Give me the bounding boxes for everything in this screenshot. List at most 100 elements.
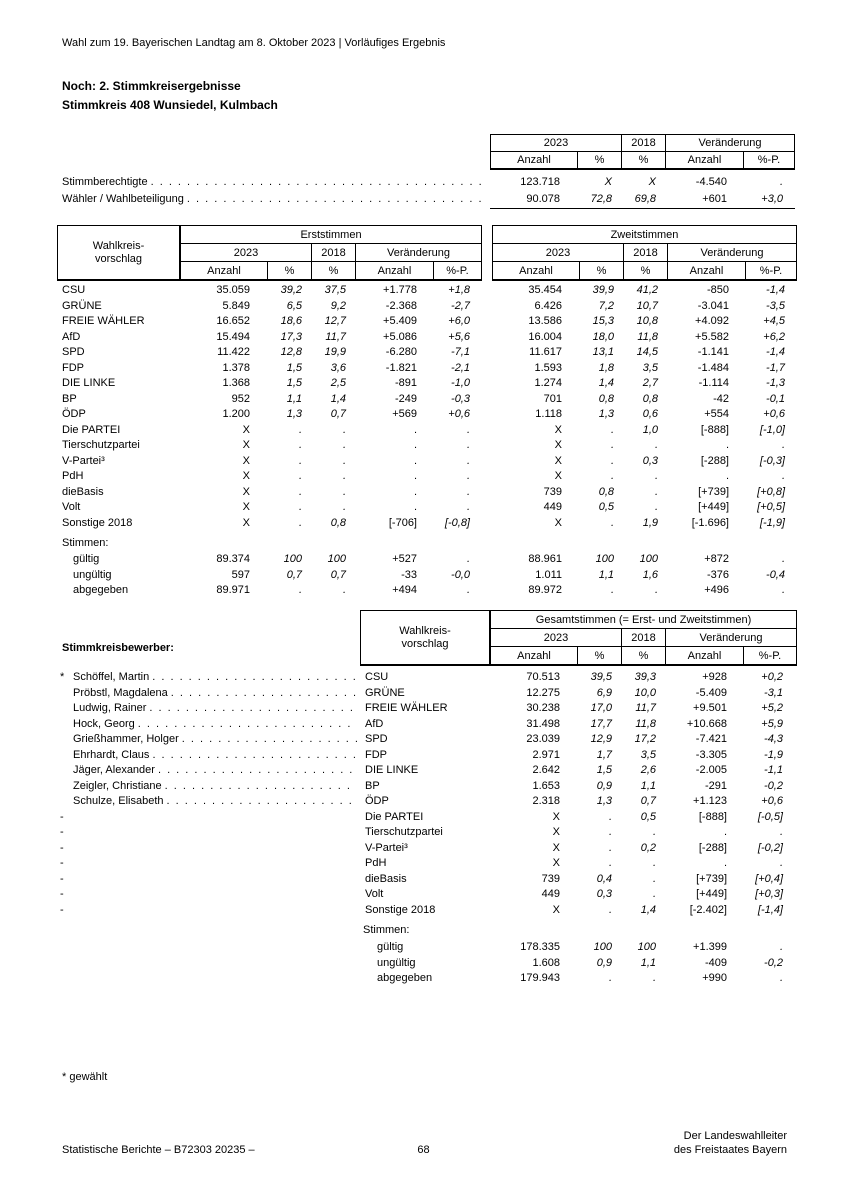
- summary-table-header: 2023 2018 Veränderung Anzahl % % Anzahl …: [490, 134, 795, 170]
- elected-marker: [57, 701, 73, 717]
- cell-zweit-anzahl-2023: 35.454: [528, 284, 562, 296]
- candidate-name-cell: [73, 956, 363, 972]
- candidate-name: Ehrhardt, Claus: [73, 748, 150, 761]
- cell-gesamt-anzahl-2023: 178.335: [520, 941, 560, 953]
- cell-erst-change-anzahl: -249: [394, 392, 417, 405]
- candidate-name-cell: Pröbstl, Magdalena: [73, 686, 363, 702]
- cell-zweit-pct-2018: 2,7: [642, 377, 658, 389]
- cell-erst-pct-2018: .: [342, 423, 346, 436]
- cell-erst-change-pctp: +0,6: [448, 408, 470, 420]
- cell-anzahl-2023: 90.078: [526, 192, 560, 205]
- cell-erst-pct-2023: 1,3: [286, 408, 302, 420]
- footer-publisher-line1: Der Landeswahlleiter: [683, 1130, 787, 1142]
- cell-zweit-change-anzahl: [+449]: [698, 501, 729, 513]
- cell-gesamt-pct-2023: 1,5: [596, 764, 612, 776]
- elected-marker: [57, 779, 73, 795]
- dot-leader: [76, 810, 357, 826]
- elected-marker: *: [60, 671, 65, 683]
- party-name: Volt: [365, 888, 384, 900]
- cell-zweit-pct-2023: 1,8: [598, 361, 614, 374]
- column-gap: [482, 345, 492, 361]
- party-row: V-Partei³ X . . . . X . 0,3 [-288] [-0,3…: [57, 454, 797, 470]
- elected-marker: -: [60, 810, 64, 823]
- cell-erst-pct-2018: 100: [327, 553, 346, 565]
- cell-erst-anzahl-2023: X: [242, 516, 250, 529]
- column-gap: [482, 568, 492, 584]
- cell-gesamt-pct-2018: .: [652, 857, 656, 869]
- party-name: Tierschutzpartei: [62, 439, 140, 451]
- cell-zweit-change-anzahl: [-1.696]: [691, 516, 729, 529]
- dot-leader: [151, 174, 484, 191]
- cell-zweit-change-anzahl: -1.141: [697, 346, 729, 358]
- cell-erst-change-pctp: .: [466, 584, 470, 596]
- dot-leader: [152, 748, 357, 764]
- cell-zweit-change-pctp: [+0,5]: [757, 501, 785, 513]
- candidate-row: * Schöffel, Martin CSU 70.513 39,5 39,3 …: [57, 670, 797, 686]
- cell-erst-anzahl-2023: 597: [231, 568, 250, 581]
- column-gap: [482, 552, 492, 568]
- elected-marker: [57, 748, 73, 764]
- cell-zweit-change-anzahl: [-888]: [700, 423, 729, 436]
- cell-gesamt-change-pctp: +0,2: [761, 671, 783, 683]
- cell-erst-pct-2023: .: [298, 470, 302, 482]
- candidate-row: Grießhammer, Holger SPD 23.039 12,9 17,2…: [57, 732, 797, 748]
- candidate-name-cell: [73, 825, 363, 841]
- cell-zweit-pct-2018: 10,8: [636, 315, 658, 327]
- candidate-name: Hock, Georg: [73, 717, 135, 730]
- cell-erst-change-pctp: -0,0: [451, 568, 470, 581]
- footer-publisher-line2: des Freistaates Bayern: [673, 1143, 787, 1156]
- cell-gesamt-anzahl-2023: 1.653: [532, 779, 560, 792]
- cell-zweit-pct-2023: 1,1: [598, 568, 614, 581]
- cell-zweit-pct-2023: .: [610, 470, 614, 482]
- candidate-name: Schulze, Elisabeth: [73, 795, 164, 807]
- cell-gesamt-change-anzahl: [-2.402]: [689, 903, 727, 916]
- column-header-veraenderung: Veränderung: [667, 244, 796, 261]
- cell-erst-anzahl-2023: X: [242, 485, 250, 498]
- cell-zweit-change-pctp: [-1,9]: [759, 516, 785, 529]
- cell-erst-change-pctp: +6,0: [448, 315, 470, 327]
- party-row: Tierschutzpartei X . . . . X . . . .: [57, 438, 797, 454]
- cell-erst-pct-2018: .: [342, 470, 346, 482]
- cell-erst-pct-2018: .: [342, 454, 346, 467]
- cell-zweit-anzahl-2023: 449: [543, 501, 562, 513]
- elected-marker: [57, 956, 73, 972]
- stimmen-row: gültig 89.374 100 100 +527 . 88.961 100 …: [57, 552, 797, 568]
- cell-gesamt-anzahl-2023: 739: [541, 872, 560, 885]
- cell-erst-change-pctp: .: [466, 501, 470, 513]
- column-gap: [482, 516, 492, 532]
- cell-gesamt-change-anzahl: +928: [702, 671, 727, 683]
- total-table-corner: Wahlkreis- vorschlag: [360, 610, 490, 666]
- cell-zweit-change-pctp: [-0,3]: [759, 454, 785, 467]
- cell-zweit-pct-2018: 11,8: [637, 330, 658, 343]
- cell-erst-pct-2023: .: [298, 501, 302, 513]
- cell-zweit-anzahl-2023: 1.593: [534, 361, 562, 374]
- dot-leader: [167, 794, 358, 810]
- cell-gesamt-change-anzahl: -3.305: [695, 748, 727, 761]
- cell-erst-pct-2023: .: [298, 454, 302, 467]
- cell-zweit-change-pctp: -1,3: [766, 377, 785, 389]
- cell-erst-pct-2018: 0,7: [330, 408, 346, 420]
- cell-gesamt-pct-2023: .: [608, 972, 612, 984]
- cell-gesamt-change-anzahl: -409: [704, 956, 727, 969]
- cell-gesamt-pct-2018: 11,7: [635, 702, 656, 714]
- column-header-2023: 2023: [543, 137, 569, 149]
- elected-marker: [57, 717, 73, 733]
- candidate-name-cell: Grießhammer, Holger: [73, 732, 363, 748]
- candidate-name-cell: Ehrhardt, Claus: [73, 748, 363, 764]
- party-name: AfD: [62, 330, 81, 343]
- candidate-name-cell: Zeigler, Christiane: [73, 779, 363, 795]
- stimmen-row-label: abgegeben: [73, 584, 129, 596]
- cell-zweit-change-pctp: +0,6: [763, 408, 785, 420]
- party-name: CSU: [365, 671, 389, 683]
- candidate-row: - Sonstige 2018 X . 1,4 [-2.402] [-1,4]: [57, 903, 797, 919]
- column-gap: [482, 299, 492, 315]
- cell-gesamt-pct-2018: .: [652, 872, 656, 885]
- cell-gesamt-change-anzahl: +1.123: [693, 795, 727, 807]
- column-header-pct: %: [579, 262, 623, 279]
- cell-erst-pct-2018: 2,5: [330, 377, 346, 389]
- votes-table: Wahlkreis- vorschlag Erststimmen 2023 20…: [57, 225, 797, 596]
- cell-zweit-change-pctp: -1,4: [766, 346, 785, 358]
- cell-zweit-pct-2023: 15,3: [592, 315, 614, 327]
- cell-gesamt-change-pctp: .: [779, 972, 783, 984]
